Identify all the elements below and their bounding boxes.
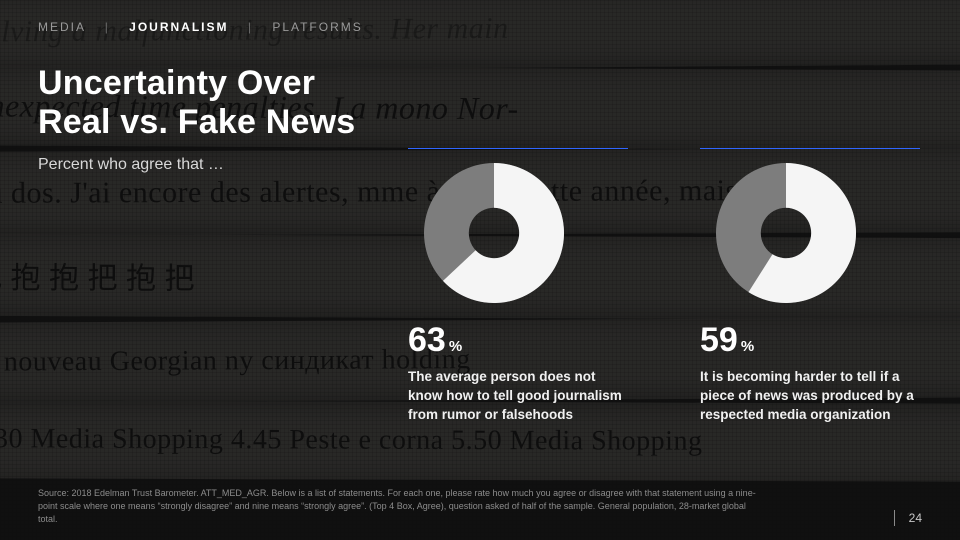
page-number: 24 [894, 510, 922, 526]
percent-icon: % [449, 338, 462, 355]
title-line-1: Uncertainty Over [38, 64, 315, 102]
page-title: Uncertainty Over Real vs. Fake News [38, 64, 478, 142]
stat-value-1: 63 % [408, 321, 628, 360]
source-note: Source: 2018 Edelman Trust Barometer. AT… [38, 487, 758, 526]
breadcrumb-item-media: MEDIA [38, 20, 85, 34]
donut-chart-2 [716, 163, 856, 303]
donut-chart-1 [424, 163, 564, 303]
breadcrumb-separator: | [105, 20, 110, 34]
breadcrumb: MEDIA | JOURNALISM | PLATFORMS [38, 20, 922, 34]
accent-rule [408, 148, 628, 149]
title-line-2: Real vs. Fake News [38, 103, 355, 141]
stat-number: 63 [408, 321, 446, 360]
breadcrumb-item-platforms: PLATFORMS [272, 20, 362, 34]
stat-value-2: 59 % [700, 321, 920, 360]
accent-rule [700, 148, 920, 149]
percent-icon: % [741, 338, 754, 355]
breadcrumb-item-journalism: JOURNALISM [129, 20, 228, 34]
stat-card-1: 63 % The average person does not know ho… [408, 148, 628, 425]
breadcrumb-separator: | [248, 20, 253, 34]
stat-number: 59 [700, 321, 738, 360]
stat-card-2: 59 % It is becoming harder to tell if a … [700, 148, 920, 425]
stat-description-2: It is becoming harder to tell if a piece… [700, 368, 920, 425]
stats-row: 63 % The average person does not know ho… [408, 148, 920, 425]
stat-description-1: The average person does not know how to … [408, 368, 628, 425]
